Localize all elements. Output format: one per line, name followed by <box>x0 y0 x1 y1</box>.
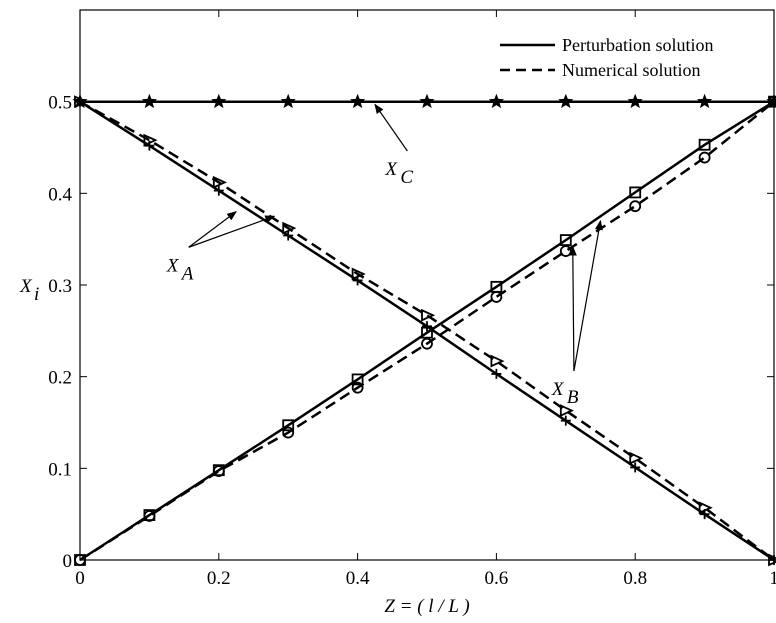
x-tick-label: 0.6 <box>485 568 509 589</box>
annotation-label: X <box>166 255 180 276</box>
series-line-XA_num <box>79 100 775 561</box>
series-line-XB_num <box>79 100 775 562</box>
marker-XA_pert <box>560 415 571 426</box>
y-axis-title-sub: i <box>34 284 39 305</box>
marker-XA_num <box>351 267 366 281</box>
x-tick-label: 0.2 <box>207 568 231 589</box>
marker-XB_num <box>421 337 433 350</box>
marker-XC <box>697 93 713 109</box>
y-axis-title: X i <box>19 276 39 305</box>
legend: Perturbation solution Numerical solution <box>492 30 762 86</box>
plot-background <box>80 10 774 560</box>
marker-XB_num <box>212 465 225 477</box>
marker-XA_pert <box>422 321 432 332</box>
x-tick-label: 0.8 <box>623 568 647 589</box>
marker-XB_pert <box>698 138 711 151</box>
marker-XA_num <box>698 501 713 515</box>
marker-XA_num <box>282 221 297 235</box>
annotation-arrow <box>568 245 577 372</box>
marker-XA_pert <box>283 230 294 241</box>
y-axis-title-main: X <box>19 276 33 297</box>
annotation-arrow <box>188 211 237 248</box>
annotation-arrow <box>374 103 408 152</box>
marker-XA_num <box>143 133 158 147</box>
marker-XA_pert <box>213 185 224 196</box>
marker-XA_num <box>421 308 436 322</box>
marker-XC <box>419 93 435 109</box>
y-tick-label: 0.1 <box>48 459 72 480</box>
marker-XA_num <box>212 175 227 189</box>
y-tick-label: 0.4 <box>48 184 72 205</box>
marker-XB_pert <box>282 419 295 432</box>
marker-XA_pert <box>491 368 502 379</box>
annotation-label: X <box>551 379 565 400</box>
annotation-label: X <box>384 159 398 180</box>
legend-label-perturbation: Perturbation solution <box>562 35 714 55</box>
marker-XA_num <box>629 451 644 465</box>
annotation-subscript: A <box>180 263 194 284</box>
marker-XA_num <box>559 404 574 417</box>
marker-XB_num <box>698 151 711 164</box>
y-tick-label: 0.3 <box>48 276 72 297</box>
x-tick-label: 0 <box>75 568 85 589</box>
marker-XB_num <box>629 200 642 213</box>
marker-XB_pert <box>629 186 642 199</box>
marker-XC <box>280 93 296 109</box>
marker-XB_num <box>351 381 364 394</box>
marker-XB_pert <box>351 373 364 386</box>
annotation-arrow <box>188 215 276 248</box>
marker-XC <box>558 93 574 109</box>
y-tick-label: 0.2 <box>48 368 72 389</box>
marker-XB_num <box>143 510 156 522</box>
legend-label-numerical: Numerical solution <box>562 60 700 80</box>
x-axis-title: Z = ( l / L ) <box>384 596 469 617</box>
x-tick-label: 1 <box>769 568 776 589</box>
marker-XB_pert <box>421 326 433 339</box>
y-tick-label: 0 <box>63 551 73 572</box>
marker-XC <box>350 93 366 109</box>
annotation-subscript: C <box>400 167 413 188</box>
tick-layer: 0 0.2 0.4 0.6 0.8 1 0 0.1 0.2 0.3 0.4 0.5 <box>48 10 776 589</box>
annotation-arrow <box>573 219 603 372</box>
legend-box <box>492 30 762 86</box>
marker-XC <box>488 93 504 109</box>
marker-XC <box>141 93 157 109</box>
marker-XA_num <box>490 354 505 368</box>
marker-XA_pert <box>630 462 641 473</box>
marker-XB_num <box>490 291 503 303</box>
y-tick-label: 0.5 <box>48 93 72 114</box>
annotation-subscript: B <box>567 387 579 408</box>
annotation-layer: X CX AX B <box>166 103 603 408</box>
marker-XC <box>211 93 227 109</box>
marker-XB_num <box>282 426 295 439</box>
marker-XB_pert <box>559 234 572 246</box>
x-tick-label: 0.4 <box>346 568 370 589</box>
marker-XC <box>627 93 643 109</box>
